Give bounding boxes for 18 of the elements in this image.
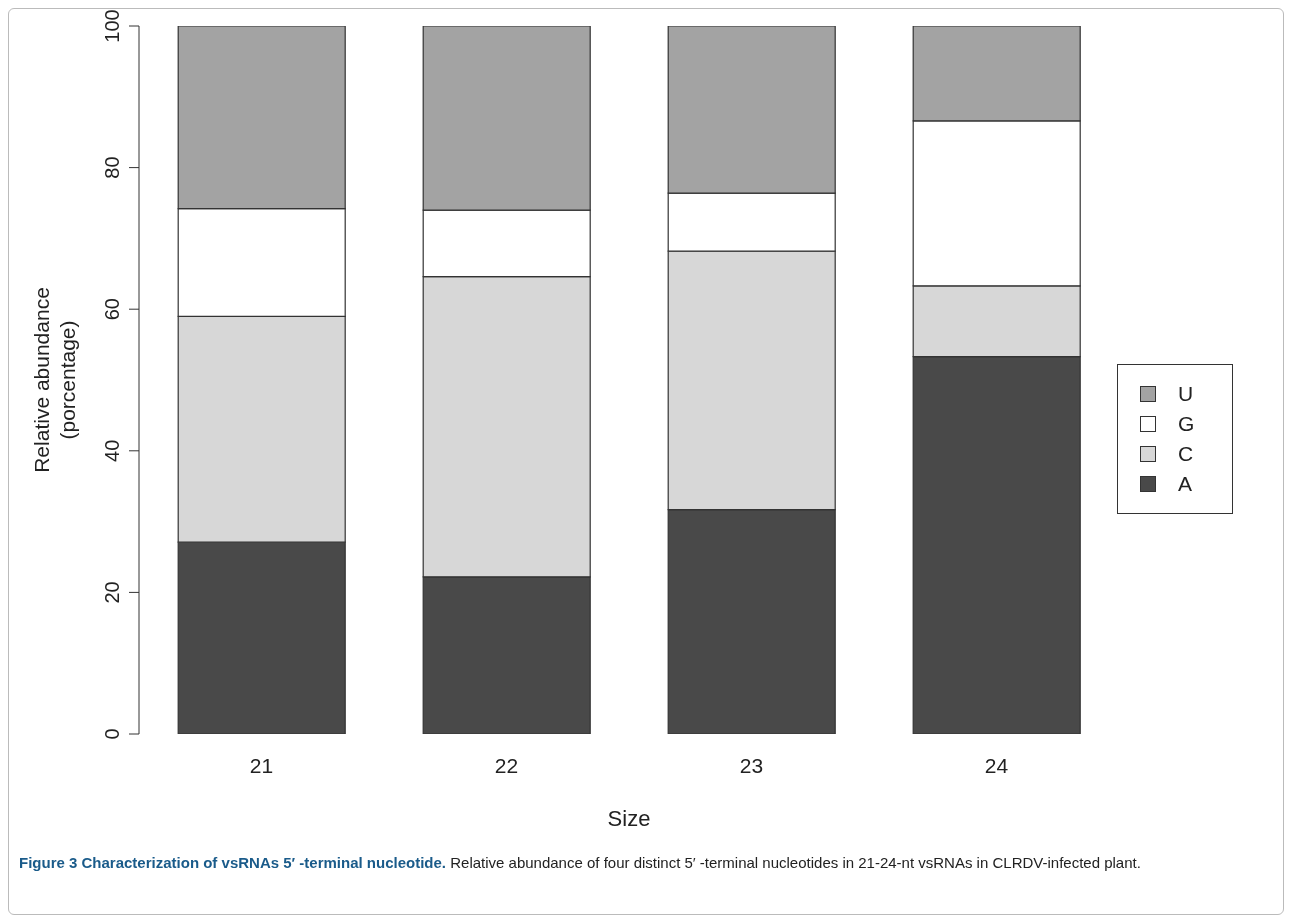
y-axis-title: Relative abundance (porcentage) [30, 287, 79, 473]
x-tick-label: 23 [739, 753, 764, 777]
legend-label: A [1178, 472, 1193, 496]
text: Figure 3 Characterization of vsRNAs 5′ -terminal nucleotide. [19, 854, 447, 871]
x-tick-label: 24 [984, 753, 1009, 777]
text: Relative abundance of four distinct 5′ -terminal nucleotides in 21-24-nt vsRNAs in CLRDV-infected plant. [450, 854, 1141, 871]
legend-label: C [1178, 442, 1194, 466]
y-tick-label: 20 [101, 581, 123, 604]
y-tick-label: 40 [101, 439, 123, 462]
legend-label: G [1178, 412, 1195, 436]
x-tick-label: 22 [494, 753, 519, 777]
y-tick-label: 100 [101, 9, 123, 43]
x-tick-label: 21 [249, 753, 274, 777]
legend-label: U [1178, 382, 1194, 406]
y-tick-label: 0 [101, 728, 123, 740]
x-axis-title: Size [607, 806, 651, 831]
y-tick-label: 80 [101, 156, 123, 179]
y-tick-label: 60 [101, 298, 123, 321]
